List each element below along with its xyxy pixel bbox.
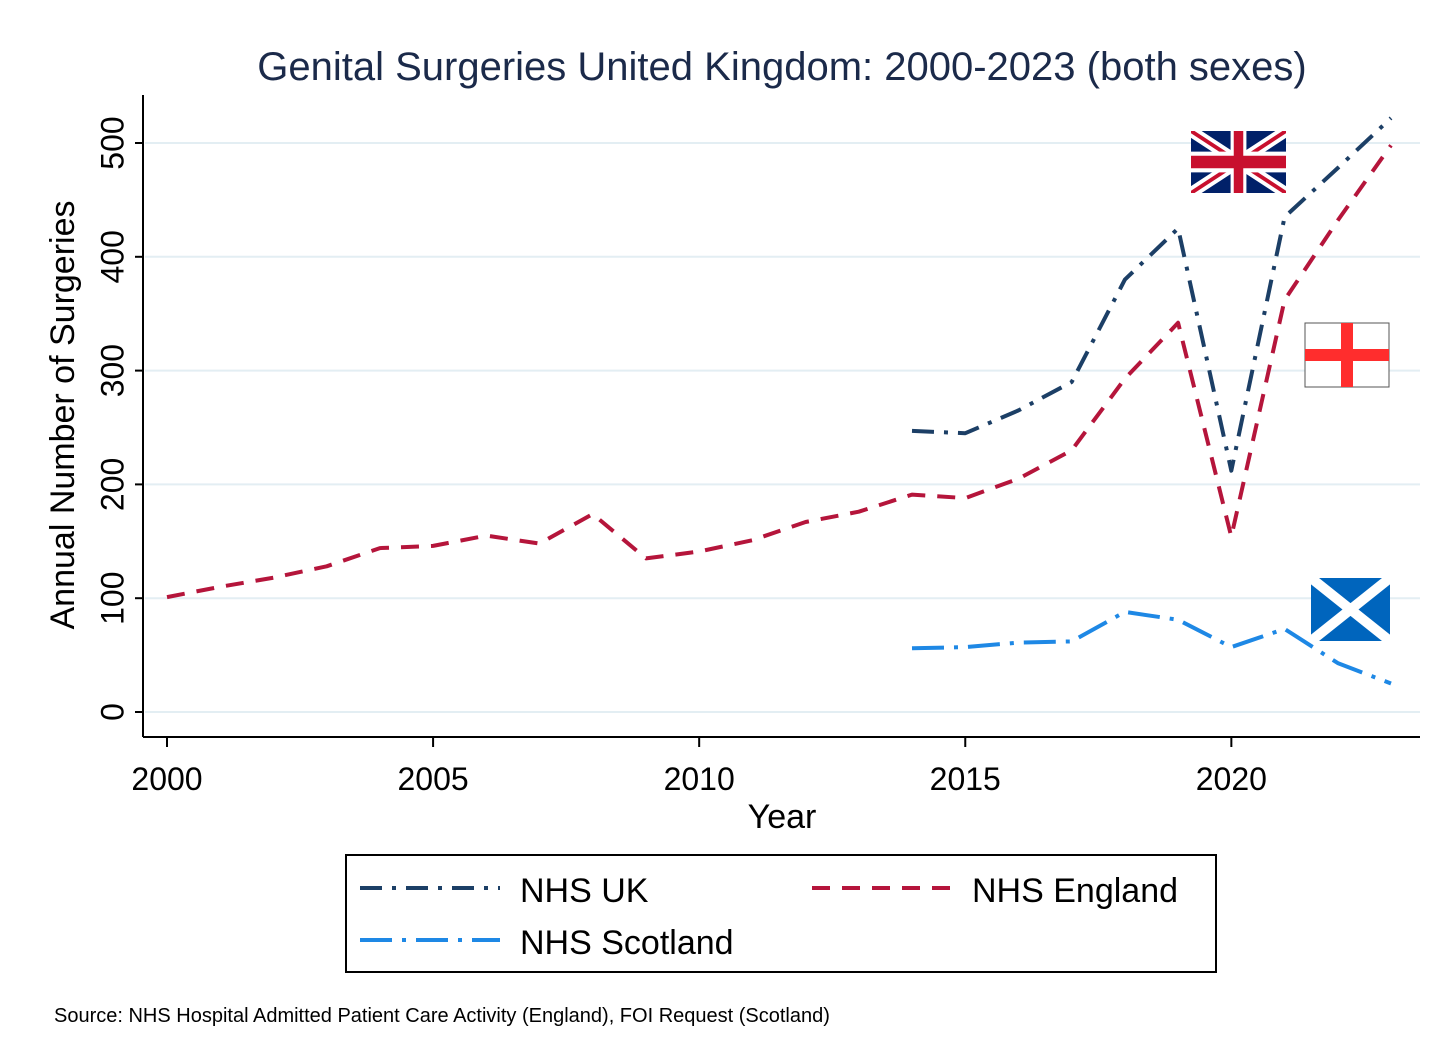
x-tick-label: 2020 bbox=[1196, 761, 1267, 797]
legend: NHS UK NHS England NHS Scotland bbox=[345, 854, 1217, 973]
series-line-nhs-scotland bbox=[911, 609, 1392, 686]
x-tick-label: 2015 bbox=[930, 761, 1001, 797]
legend-box bbox=[345, 854, 1217, 973]
series-layer bbox=[166, 116, 1393, 686]
y-axis-label: Annual Number of Surgeries bbox=[44, 200, 82, 629]
chart-title: Genital Surgeries United Kingdom: 2000-2… bbox=[257, 45, 1307, 89]
legend-label-nhs-uk: NHS UK bbox=[520, 872, 649, 910]
series-line-nhs-uk bbox=[911, 116, 1393, 473]
england-flag-icon bbox=[1304, 322, 1390, 388]
legend-label-nhs-england: NHS England bbox=[972, 872, 1178, 910]
legend-label-nhs-scotland: NHS Scotland bbox=[520, 924, 734, 962]
y-ticks: 0 100 200 300 400 500 bbox=[94, 116, 143, 721]
y-tick-label: 0 bbox=[94, 703, 130, 721]
y-tick-label: 300 bbox=[94, 344, 130, 397]
x-tick-label: 2010 bbox=[664, 761, 735, 797]
x-tick-label: 2005 bbox=[397, 761, 468, 797]
union-jack-flag-icon bbox=[1191, 131, 1286, 193]
scotland-flag-icon bbox=[1311, 578, 1390, 641]
y-tick-label: 100 bbox=[94, 572, 130, 625]
source-note: Source: NHS Hospital Admitted Patient Ca… bbox=[54, 1005, 830, 1027]
x-ticks: 2000 2005 2010 2015 2020 bbox=[131, 737, 1267, 797]
y-tick-label: 400 bbox=[94, 230, 130, 283]
series-line-nhs-england bbox=[166, 144, 1393, 600]
y-tick-label: 200 bbox=[94, 458, 130, 511]
y-tick-label: 500 bbox=[94, 116, 130, 169]
x-axis-label: Year bbox=[748, 798, 817, 836]
x-tick-label: 2000 bbox=[131, 761, 202, 797]
